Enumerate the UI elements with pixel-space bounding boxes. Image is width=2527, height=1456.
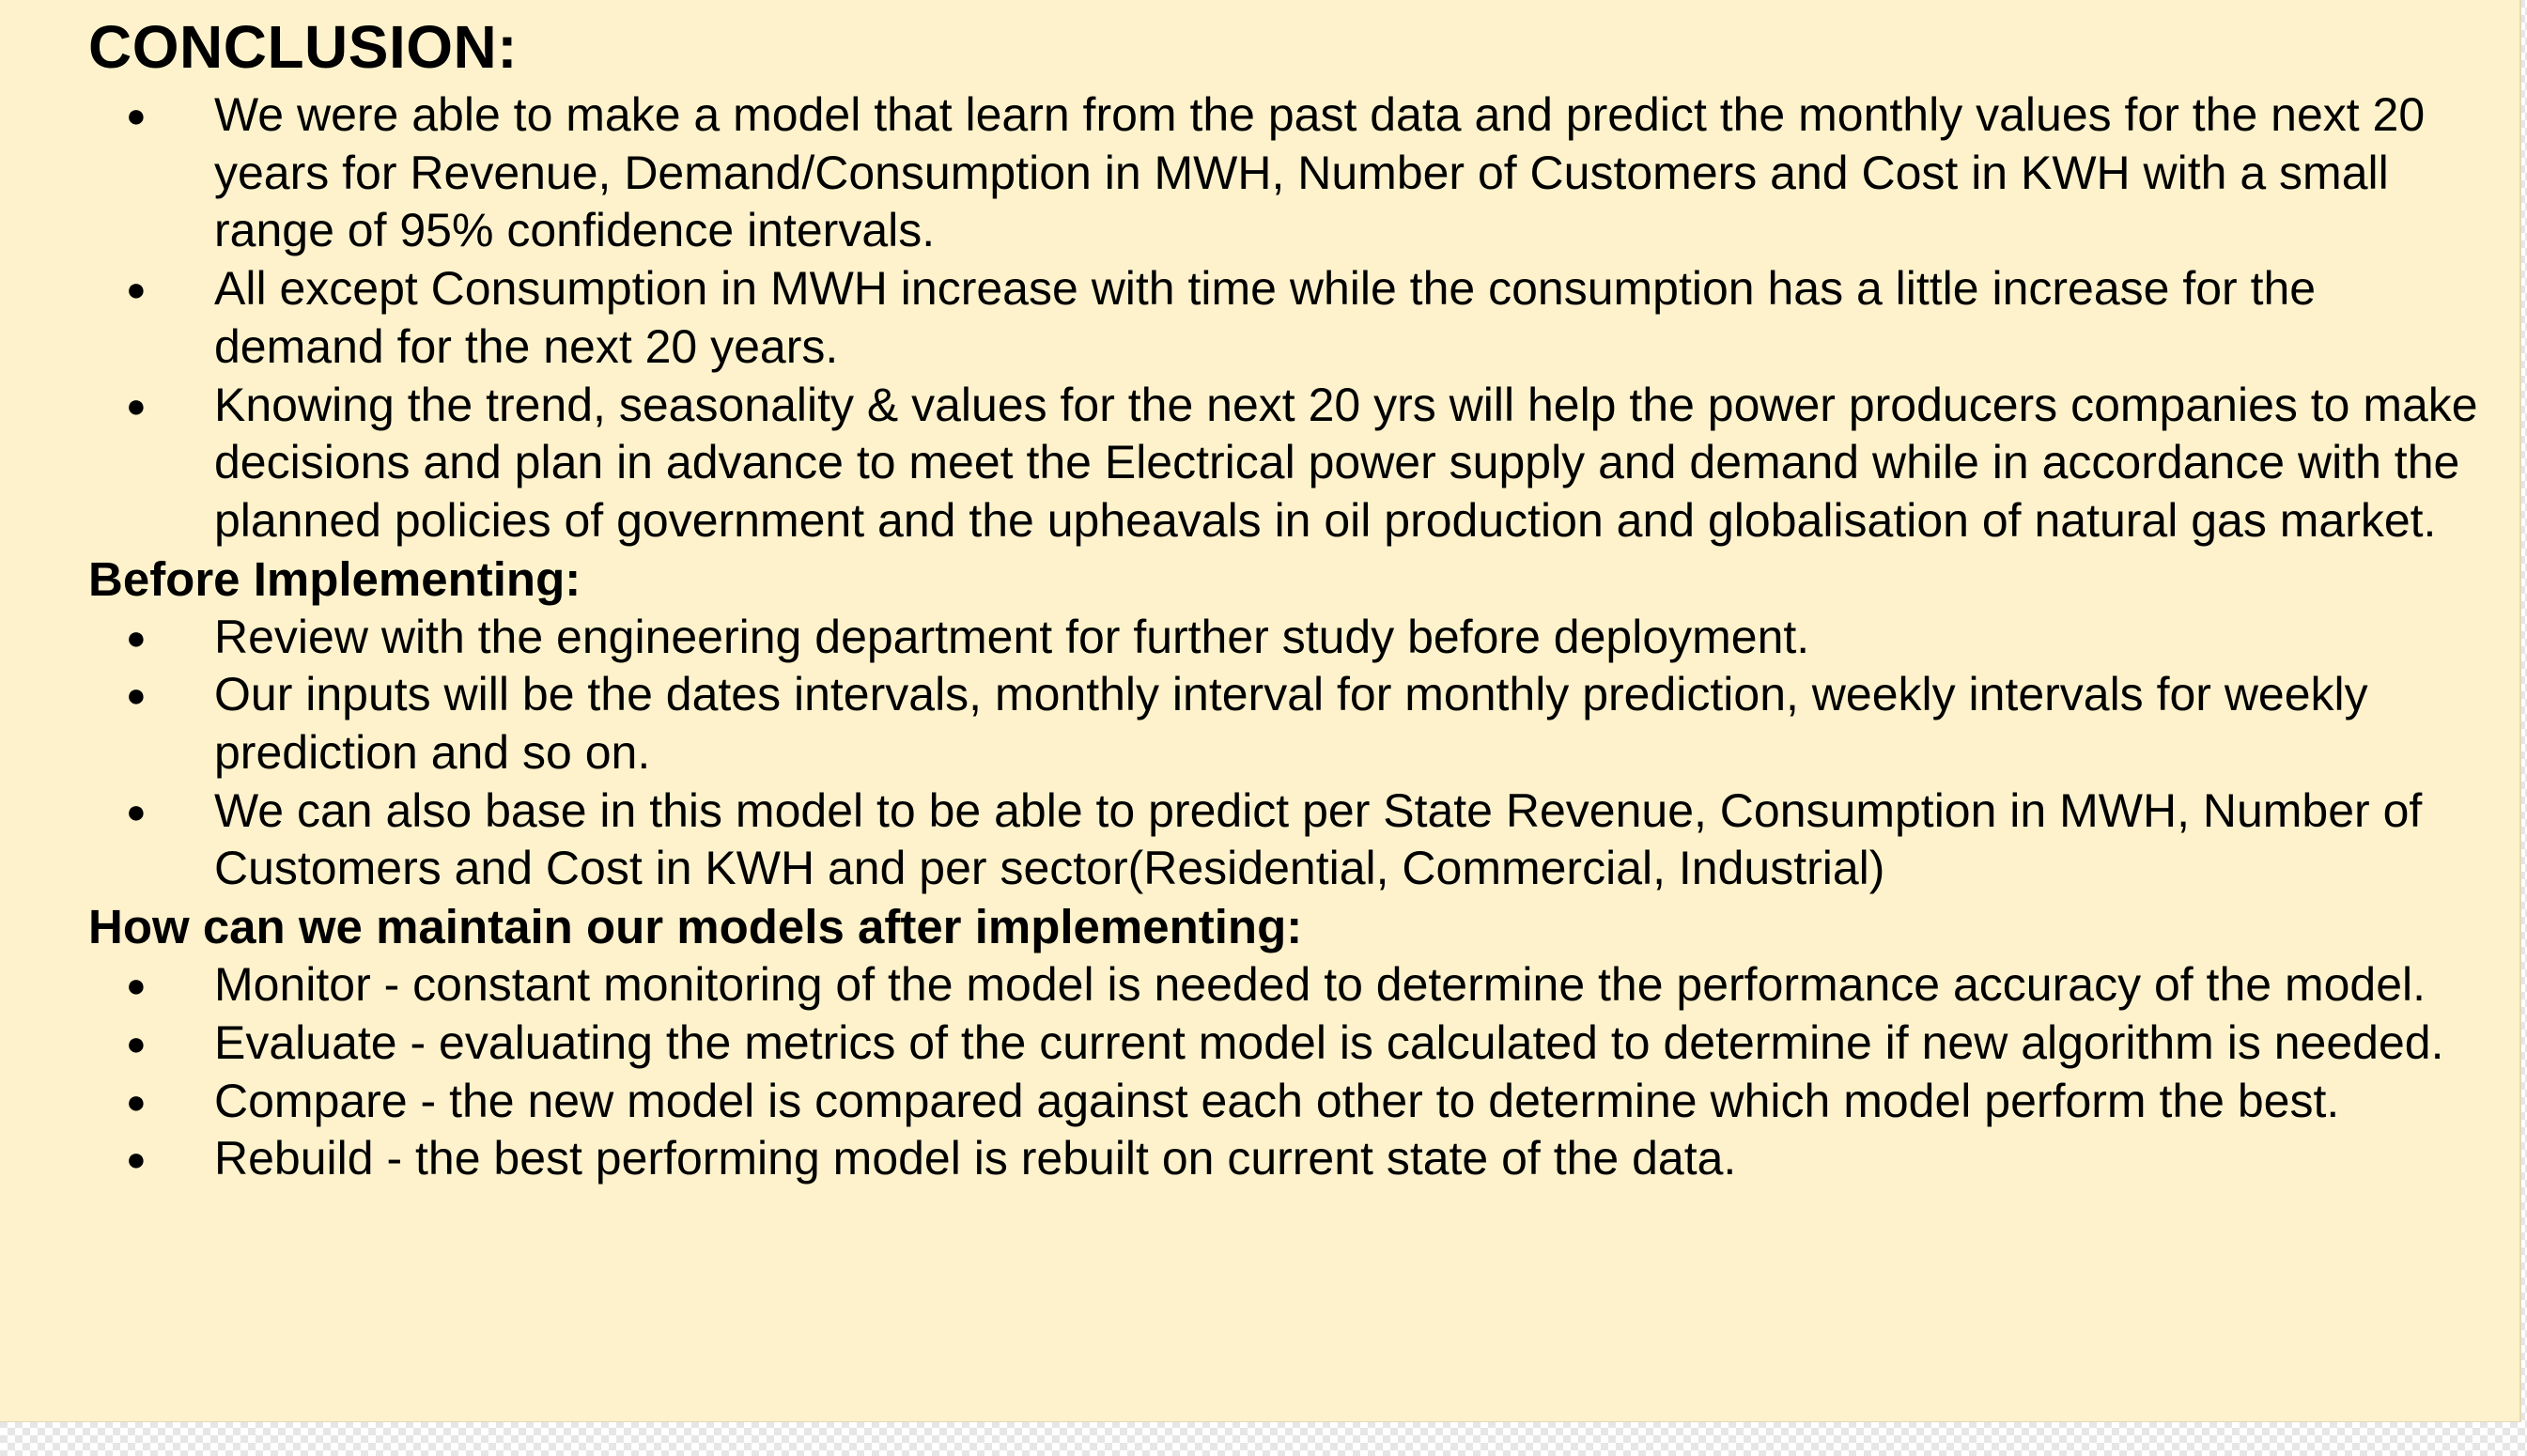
list-item-text: All except Consumption in MWH increase w… bbox=[214, 262, 2317, 373]
bullet-icon: ● bbox=[126, 1023, 147, 1062]
bullet-icon: ● bbox=[126, 385, 147, 425]
bullet-icon: ● bbox=[126, 675, 147, 715]
slide: CONCLUSION: ● We were able to make a mode… bbox=[0, 0, 2521, 1422]
list-item-text: Evaluate - evaluating the metrics of the… bbox=[214, 1015, 2444, 1069]
list-item-text: Review with the engineering department f… bbox=[214, 610, 1810, 663]
slide-content: CONCLUSION: ● We were able to make a mode… bbox=[88, 8, 2493, 1188]
list-item: ● All except Consumption in MWH increase … bbox=[88, 260, 2493, 376]
list-item-text: Rebuild - the best performing model is r… bbox=[214, 1132, 1737, 1185]
bullet-icon: ● bbox=[126, 1139, 147, 1179]
conclusion-list: ● We were able to make a model that learn… bbox=[88, 86, 2493, 550]
bullet-icon: ● bbox=[126, 966, 147, 1005]
list-item-text: We can also base in this model to be abl… bbox=[214, 783, 2423, 895]
maintain-models-list: ● Monitor - constant monitoring of the mo… bbox=[88, 956, 2493, 1188]
conclusion-heading: CONCLUSION: bbox=[88, 13, 519, 81]
list-item-text: Compare - the new model is compared agai… bbox=[214, 1074, 2340, 1127]
bullet-icon: ● bbox=[126, 96, 147, 134]
list-item: ● Compare - the new model is compared aga… bbox=[88, 1073, 2493, 1131]
before-implementing-list: ● Review with the engineering department … bbox=[88, 609, 2493, 899]
maintain-models-heading: How can we maintain our models after imp… bbox=[88, 900, 1303, 954]
list-item: ● Evaluate - evaluating the metrics of th… bbox=[88, 1015, 2493, 1073]
list-item-text: Knowing the trend, seasonality & values … bbox=[214, 378, 2478, 547]
list-item: ● We were able to make a model that learn… bbox=[88, 86, 2493, 260]
bullet-icon: ● bbox=[126, 791, 147, 830]
list-item: ● Review with the engineering department … bbox=[88, 609, 2493, 667]
list-item-text: We were able to make a model that learn … bbox=[214, 88, 2426, 257]
list-item: ● We can also base in this model to be ab… bbox=[88, 782, 2493, 898]
bullet-icon: ● bbox=[126, 617, 147, 657]
bullet-icon: ● bbox=[126, 270, 147, 309]
list-item: ● Knowing the trend, seasonality & values… bbox=[88, 377, 2493, 550]
list-item: ● Rebuild - the best performing model is … bbox=[88, 1130, 2493, 1188]
bullet-icon: ● bbox=[126, 1081, 147, 1121]
before-implementing-heading: Before Implementing: bbox=[88, 551, 581, 606]
list-item: ● Our inputs will be the dates intervals,… bbox=[88, 666, 2493, 782]
list-item: ● Monitor - constant monitoring of the mo… bbox=[88, 956, 2493, 1015]
list-item-text: Our inputs will be the dates intervals, … bbox=[214, 668, 2368, 780]
list-item-text: Monitor - constant monitoring of the mod… bbox=[214, 958, 2426, 1012]
